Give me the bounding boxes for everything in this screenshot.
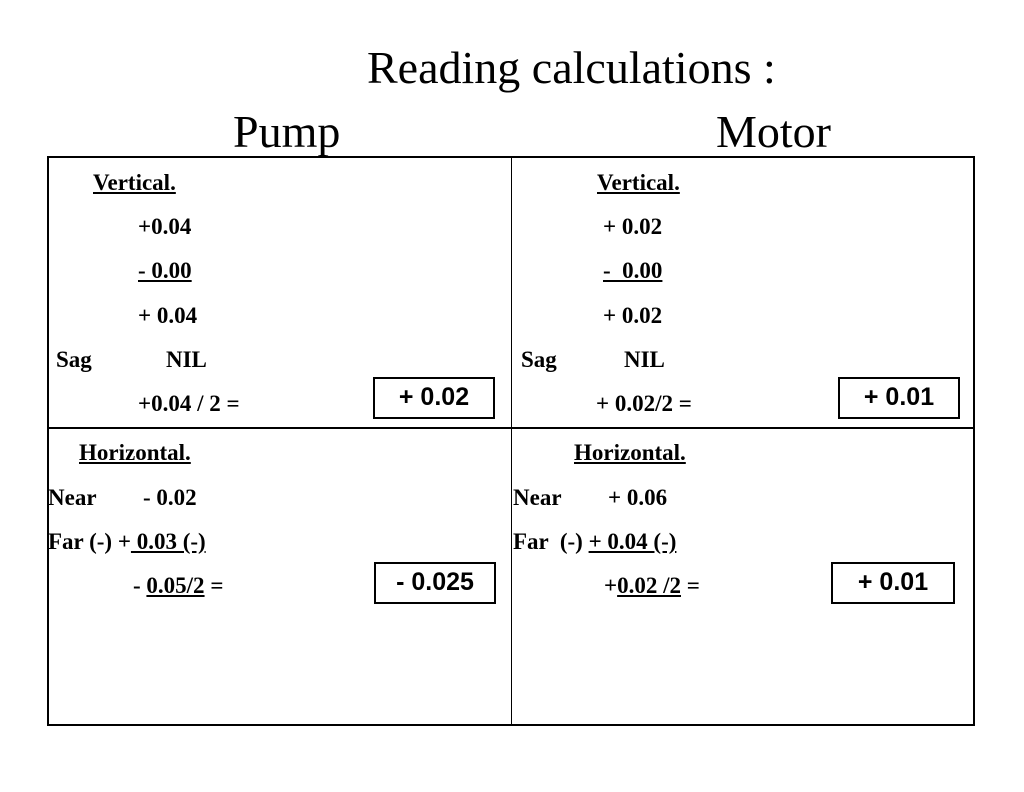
pump-far-line: Far (-) + 0.03 (-) bbox=[48, 529, 206, 555]
motor-near-value: + 0.06 bbox=[608, 485, 668, 510]
motor-vertical-result-box: + 0.01 bbox=[838, 377, 960, 419]
motor-vertical-reading-2: - 0.00 bbox=[603, 258, 663, 283]
motor-calc-suffix: = bbox=[681, 573, 700, 598]
motor-vertical-reading-1: + 0.02 bbox=[603, 214, 663, 239]
pump-calc-prefix: - bbox=[133, 573, 147, 598]
pump-horizontal-calc: - 0.05/2 = bbox=[133, 573, 223, 599]
pump-horizontal-heading: Horizontal. bbox=[79, 440, 191, 465]
pump-vertical-reading-2: - 0.00 bbox=[138, 258, 192, 283]
pump-near-value: - 0.02 bbox=[143, 485, 197, 510]
page-title: Reading calculations : bbox=[367, 42, 776, 93]
motor-vertical-difference: + 0.02 bbox=[603, 303, 663, 328]
pump-sag-label: Sag bbox=[56, 347, 92, 372]
table-column-divider bbox=[511, 156, 512, 726]
pump-horizontal-result-box: - 0.025 bbox=[374, 562, 496, 604]
pump-sag-value: NIL bbox=[166, 347, 207, 372]
pump-vertical-heading: Vertical. bbox=[93, 170, 176, 195]
pump-calc-value: 0.05/2 bbox=[146, 573, 205, 598]
motor-sag-value: NIL bbox=[624, 347, 665, 372]
pump-far-prefix: Far (-) + bbox=[48, 529, 131, 554]
pump-far-value: 0.03 (-) bbox=[130, 529, 206, 554]
motor-vertical-heading: Vertical. bbox=[597, 170, 680, 195]
motor-calc-prefix: + bbox=[604, 573, 618, 598]
table-row-divider bbox=[47, 427, 975, 429]
motor-far-value: + 0.04 (-) bbox=[588, 529, 677, 554]
pump-vertical-difference: + 0.04 bbox=[138, 303, 198, 328]
motor-near-label: Near bbox=[513, 485, 562, 510]
motor-horizontal-calc: +0.02 /2 = bbox=[604, 573, 700, 599]
pump-vertical-result-box: + 0.02 bbox=[373, 377, 495, 419]
motor-vertical-formula: + 0.02/2 = bbox=[596, 391, 692, 416]
motor-sag-label: Sag bbox=[521, 347, 557, 372]
motor-horizontal-result-box: + 0.01 bbox=[831, 562, 955, 604]
pump-near-label: Near bbox=[48, 485, 97, 510]
pump-calc-suffix: = bbox=[204, 573, 224, 598]
motor-far-line: Far (-) + 0.04 (-) bbox=[513, 529, 676, 555]
motor-calc-value: 0.02 /2 bbox=[617, 573, 681, 598]
motor-horizontal-heading: Horizontal. bbox=[574, 440, 686, 465]
motor-column-heading: Motor bbox=[716, 106, 831, 157]
pump-vertical-formula: +0.04 / 2 = bbox=[138, 391, 240, 416]
motor-far-prefix: Far (-) bbox=[513, 529, 589, 554]
pump-column-heading: Pump bbox=[233, 106, 341, 157]
pump-vertical-reading-1: +0.04 bbox=[138, 214, 192, 239]
